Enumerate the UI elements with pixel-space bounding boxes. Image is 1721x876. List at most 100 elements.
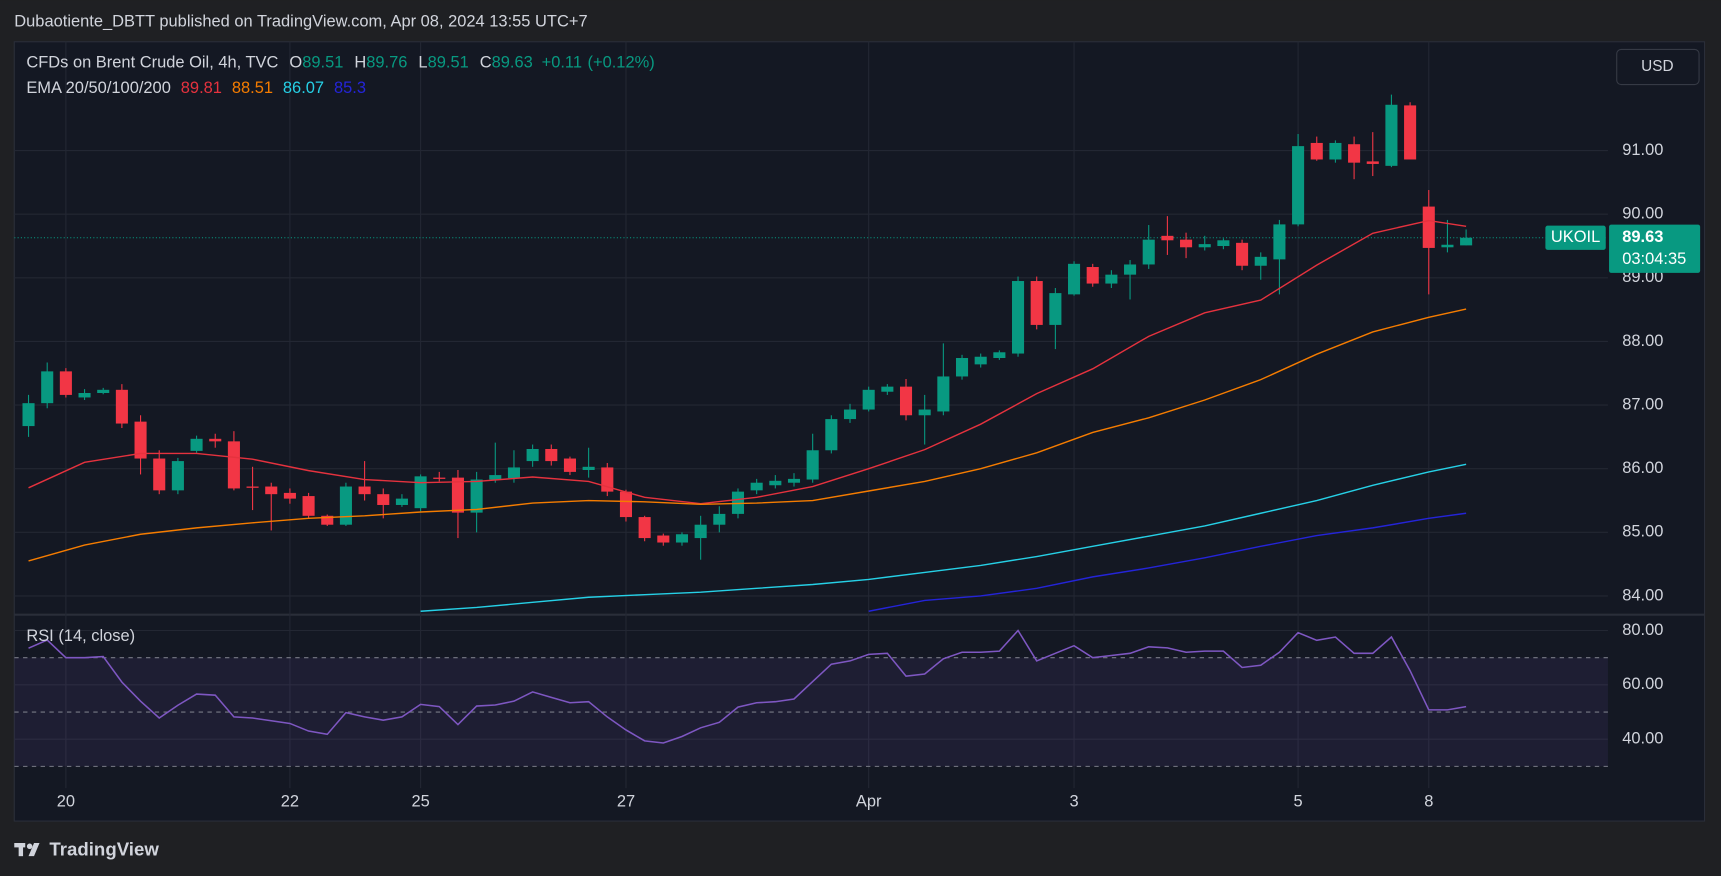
- candle-body: [1310, 142, 1323, 160]
- publish-header: Dubaotiente_DBTT published on TradingVie…: [14, 12, 587, 30]
- candle-body: [1236, 242, 1249, 266]
- rsi-tick-label: 80.00: [1622, 621, 1663, 639]
- rsi-tick-label: 60.00: [1622, 675, 1663, 693]
- candle-body: [377, 494, 390, 505]
- brand-name: TradingView: [49, 839, 159, 860]
- ohlc-key: C: [480, 54, 492, 72]
- price-tag: [1609, 224, 1701, 273]
- currency-label[interactable]: USD: [1641, 58, 1673, 75]
- candle-body: [1441, 244, 1454, 248]
- change: +0.11: [542, 54, 582, 72]
- candle-body: [1329, 142, 1342, 160]
- candle-body: [283, 492, 296, 499]
- candle-body: [22, 403, 35, 427]
- candle-body: [1292, 146, 1305, 225]
- ohlc-value: 89.63: [492, 54, 533, 72]
- candle-body: [227, 441, 240, 489]
- candle-body: [153, 458, 166, 491]
- ema-title: EMA 20/50/100/200: [26, 79, 171, 97]
- ohlc-value: 89.51: [428, 54, 469, 72]
- candle-body: [881, 386, 894, 392]
- ema-line: [868, 512, 1467, 612]
- candle-body: [339, 486, 352, 525]
- candle-body: [1460, 237, 1473, 246]
- x-tick-label: 25: [411, 793, 429, 811]
- y-tick-label: 84.00: [1622, 586, 1663, 604]
- candle-body: [1385, 104, 1398, 166]
- candle-body: [265, 486, 278, 495]
- candle-body: [1254, 256, 1267, 266]
- candle-body: [750, 482, 763, 491]
- ohlc-legend: CFDs on Brent Crude Oil, 4h, TVC O89.51 H8…: [26, 54, 654, 72]
- rsi-line: [28, 629, 1467, 744]
- candle-body: [1068, 263, 1081, 295]
- candle-body: [1422, 206, 1435, 248]
- candle-body: [993, 352, 1006, 359]
- y-tick-label: 90.00: [1622, 205, 1663, 223]
- candle-body: [414, 476, 427, 509]
- candle-body: [1124, 264, 1137, 275]
- candle-body: [1142, 239, 1155, 265]
- candle-body: [769, 480, 782, 486]
- candle-body: [1049, 293, 1062, 325]
- candle-body: [1217, 240, 1230, 247]
- candle-body: [97, 389, 110, 393]
- ema-legend: EMA 20/50/100/200 89.81 88.51 86.07 85.3: [26, 79, 366, 97]
- candle-body: [1086, 267, 1099, 284]
- ema-line: [420, 463, 1467, 612]
- candle-body: [1180, 239, 1193, 248]
- candle-body: [1011, 281, 1025, 354]
- ema-value: 85.3: [334, 79, 366, 97]
- candle-body: [321, 515, 334, 525]
- candle-body: [937, 376, 950, 412]
- ema-line: [28, 308, 1467, 562]
- ohlc-key: O: [289, 54, 302, 72]
- ema-value: 86.07: [283, 79, 324, 97]
- candle-body: [134, 421, 147, 459]
- candle-body: [1348, 144, 1361, 163]
- rsi-title: RSI (14, close): [26, 627, 135, 645]
- ohlc-key: H: [354, 54, 366, 72]
- candle-body: [41, 371, 54, 404]
- price-tag-value: 89.63: [1622, 228, 1663, 246]
- x-tick-label: 5: [1294, 793, 1303, 811]
- candle-body: [1404, 105, 1417, 160]
- candle-body: [209, 438, 222, 442]
- y-tick-label: 85.00: [1622, 523, 1663, 541]
- rsi-tick-label: 40.00: [1622, 730, 1663, 748]
- ema-value: 88.51: [232, 79, 273, 97]
- price-tag-countdown: 03:04:35: [1622, 250, 1686, 268]
- ema-value: 89.81: [181, 79, 222, 97]
- candle-body: [171, 461, 184, 491]
- candle-body: [694, 524, 707, 539]
- x-tick-label: 27: [617, 793, 635, 811]
- rsi-pane: [14, 629, 1608, 767]
- candle-body: [433, 477, 446, 479]
- candle-body: [638, 517, 651, 539]
- symbol-title: CFDs on Brent Crude Oil, 4h, TVC: [26, 54, 278, 72]
- candle-body: [1030, 281, 1043, 325]
- candle-body: [582, 466, 595, 470]
- candle-body: [78, 392, 91, 398]
- candle-body: [899, 386, 913, 416]
- candle-body: [563, 458, 576, 472]
- candle-body: [59, 371, 72, 395]
- candle-body: [1366, 161, 1379, 164]
- candle-body: [526, 448, 539, 462]
- ohlc-value: 89.76: [366, 54, 407, 72]
- candles: [14, 94, 1608, 612]
- candle-body: [1105, 274, 1118, 284]
- candle-body: [246, 486, 259, 488]
- candle-body: [545, 448, 558, 462]
- currency-button[interactable]: [1616, 48, 1700, 86]
- candle-body: [489, 475, 502, 480]
- chart-panel: [13, 41, 1706, 822]
- candle-body: [1198, 244, 1211, 248]
- candle-body: [358, 486, 371, 495]
- candle-body: [190, 438, 203, 451]
- candle-body: [825, 419, 838, 451]
- x-tick-label: Apr: [856, 793, 882, 811]
- ohlc-value: 89.51: [302, 54, 343, 72]
- change-pct: (+0.12%): [588, 54, 655, 72]
